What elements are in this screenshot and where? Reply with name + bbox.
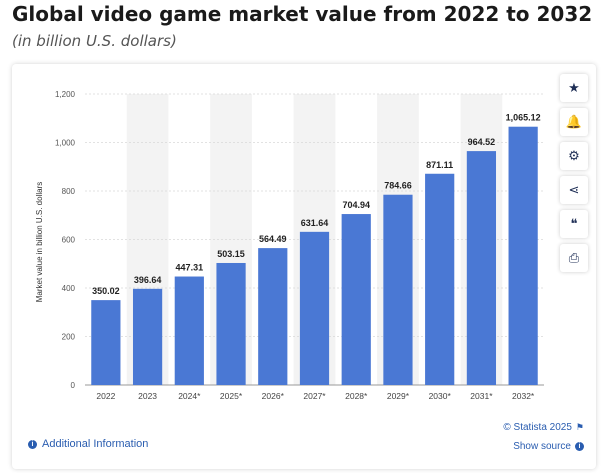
quote-icon: ❝	[570, 216, 578, 231]
x-tick-label: 2023	[138, 391, 157, 401]
x-tick-label: 2024*	[178, 391, 201, 401]
x-tick-label: 2025*	[220, 391, 243, 401]
bar	[508, 126, 538, 385]
bar	[216, 262, 246, 385]
favorite-button[interactable]: ★	[560, 74, 588, 102]
notification-button[interactable]: 🔔	[560, 108, 588, 136]
x-tick-label: 2022	[96, 391, 115, 401]
additional-information-link[interactable]: i Additional Information	[28, 438, 148, 450]
bar	[341, 214, 371, 385]
bar	[425, 173, 455, 385]
y-tick-label: 1,200	[55, 90, 76, 99]
value-labels: 350.02 396.64 447.31 503.15 564.49 631.64 704.…	[92, 113, 541, 296]
y-tick-label: 0	[71, 381, 76, 390]
data-label: 704.94	[342, 200, 370, 210]
bar	[258, 248, 288, 385]
data-label: 396.64	[134, 275, 162, 285]
cite-button[interactable]: ❝	[560, 210, 588, 238]
bar-chart: 0 200 400 600 800 1,000 1,200 Market value in …	[35, 90, 544, 401]
bell-icon: 🔔	[565, 114, 583, 129]
x-tick-label: 2031*	[470, 391, 493, 401]
chart-subtitle: (in billion U.S. dollars)	[12, 32, 177, 50]
settings-button[interactable]: ⚙	[560, 142, 588, 170]
bar	[383, 194, 413, 385]
copyright-link[interactable]: © Statista 2025 ⚑	[503, 422, 584, 433]
x-axis-ticks: 2022 2023 2024* 2025* 2026* 2027* 2028* 2029* 20…	[96, 391, 535, 401]
x-tick-label: 2029*	[387, 391, 410, 401]
y-tick-label: 200	[62, 333, 76, 342]
data-label: 871.11	[426, 160, 453, 170]
info-icon: i	[28, 439, 37, 449]
bar	[299, 231, 330, 385]
show-source-link[interactable]: Show source i	[513, 441, 584, 452]
bar	[91, 300, 121, 385]
chart-title: Global video game market value from 2022…	[12, 2, 593, 26]
share-button[interactable]: ⋖	[560, 176, 588, 204]
chart-card: 0 200 400 600 800 1,000 1,200 Market value in …	[12, 64, 596, 469]
data-label: 503.15	[217, 249, 245, 259]
x-tick-label: 2026*	[262, 391, 285, 401]
bar	[132, 288, 163, 385]
y-axis-ticks: 0 200 400 600 800 1,000 1,200	[55, 90, 76, 390]
star-icon: ★	[568, 80, 580, 95]
y-tick-label: 800	[62, 187, 76, 196]
data-label: 1,065.12	[506, 113, 541, 123]
gear-icon: ⚙	[568, 148, 580, 163]
bar	[174, 276, 204, 385]
x-tick-label: 2028*	[345, 391, 368, 401]
data-label: 350.02	[92, 286, 120, 296]
print-icon: ⎙	[568, 250, 580, 265]
data-label: 631.64	[301, 218, 329, 228]
data-label: 964.52	[468, 137, 496, 147]
x-tick-label: 2032*	[512, 391, 535, 401]
data-label: 564.49	[259, 234, 287, 244]
y-tick-label: 600	[62, 236, 76, 245]
bars	[91, 126, 538, 385]
chart-toolbar: ★ 🔔 ⚙ ⋖ ❝ ⎙	[560, 74, 590, 278]
y-tick-label: 1,000	[55, 139, 76, 148]
info-icon: i	[575, 442, 584, 451]
show-source-label: Show source	[513, 441, 571, 452]
share-icon: ⋖	[568, 182, 580, 197]
data-label: 784.66	[384, 181, 412, 191]
x-tick-label: 2027*	[303, 391, 326, 401]
x-tick-label: 2030*	[429, 391, 452, 401]
flag-icon: ⚑	[575, 422, 584, 432]
copyright-label: © Statista 2025	[503, 422, 572, 433]
bar	[466, 151, 497, 385]
data-label: 447.31	[176, 263, 204, 273]
y-tick-label: 400	[62, 284, 76, 293]
print-button[interactable]: ⎙	[560, 244, 588, 272]
additional-information-label: Additional Information	[42, 438, 149, 450]
y-axis-label: Market value in billion U.S. dollars	[35, 182, 44, 303]
